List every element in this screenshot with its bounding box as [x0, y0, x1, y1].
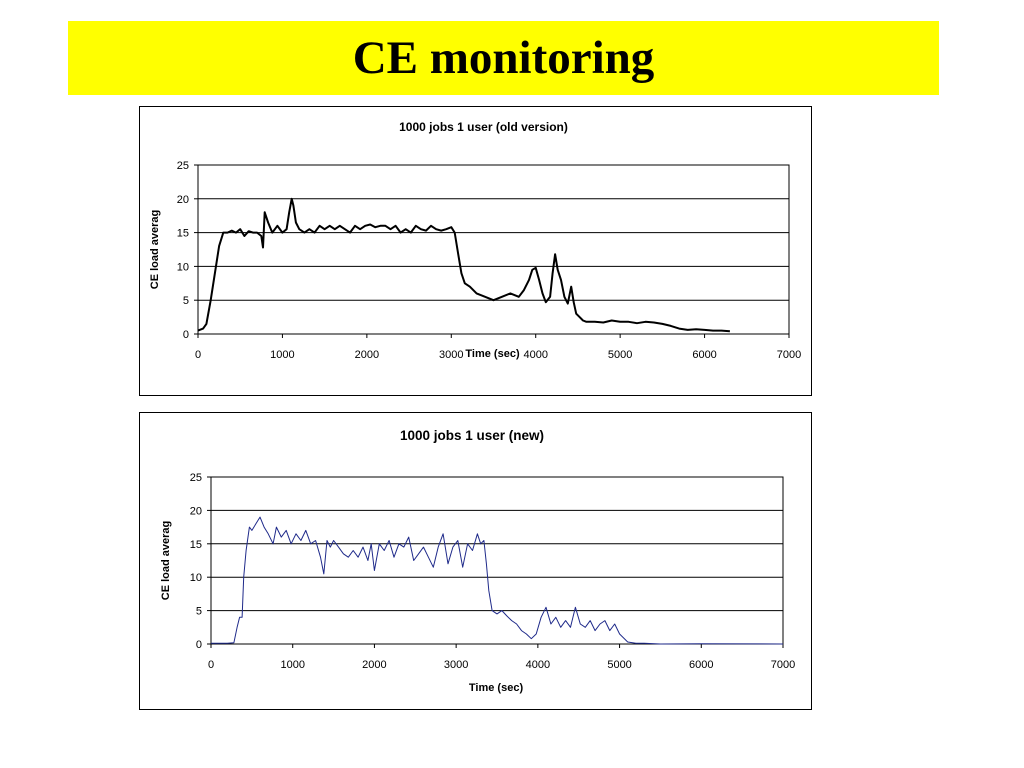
x-tick-label: 3000	[444, 659, 468, 671]
y-tick-label: 20	[177, 194, 189, 206]
x-tick-label: 4000	[526, 659, 550, 671]
slide-title-banner: CE monitoring	[68, 21, 939, 95]
x-tick-label: 6000	[689, 659, 713, 671]
x-tick-label: 5000	[608, 349, 632, 361]
x-tick-label: 3000	[439, 349, 463, 361]
y-tick-label: 0	[196, 639, 202, 651]
y-tick-label: 25	[190, 472, 202, 484]
y-tick-label: 5	[183, 295, 189, 307]
x-tick-label: 2000	[362, 659, 386, 671]
slide-title: CE monitoring	[352, 32, 655, 84]
x-axis-label: Time (sec)	[469, 682, 524, 694]
chart-title: 1000 jobs 1 user (new)	[400, 428, 544, 443]
y-tick-label: 20	[190, 505, 202, 517]
x-tick-label: 7000	[777, 349, 801, 361]
chart-panel-new: 0 5 10 15 20 25 0 1000 2000 3000 4000 5000 6000 7000 1…	[139, 412, 812, 710]
y-tick-label: 15	[177, 228, 189, 240]
chart-old-version: 0 5 10 15 20 25 0 1000 2000 3000 4000 5000 6000 7000 1…	[149, 120, 801, 361]
chart-new: 0 5 10 15 20 25 0 1000 2000 3000 4000 5000 6000 7000 1…	[160, 428, 795, 694]
y-tick-label: 10	[190, 572, 202, 584]
y-axis-label: CE load averag	[160, 521, 172, 600]
x-tick-label: 1000	[280, 659, 304, 671]
x-tick-label: 0	[208, 659, 214, 671]
x-tick-label: 2000	[355, 349, 379, 361]
plot-area	[197, 164, 790, 335]
y-tick-label: 10	[177, 261, 189, 273]
y-tick-label: 0	[183, 329, 189, 341]
x-tick-label: 0	[195, 349, 201, 361]
plot-area	[210, 476, 784, 645]
series-line	[197, 197, 730, 333]
x-tick-label: 6000	[692, 349, 716, 361]
x-tick-label: 1000	[270, 349, 294, 361]
y-tick-label: 15	[190, 539, 202, 551]
y-tick-label: 25	[177, 160, 189, 172]
x-tick-label: 7000	[771, 659, 795, 671]
chart-title: 1000 jobs 1 user (old version)	[399, 120, 568, 134]
x-tick-label: 4000	[523, 349, 547, 361]
y-tick-label: 5	[196, 606, 202, 618]
y-axis-label: CE load averag	[149, 210, 161, 289]
series-line	[211, 516, 784, 645]
chart-panel-old-version: 0 5 10 15 20 25 0 1000 2000 3000 4000 5000 6000 7000 1…	[139, 106, 812, 396]
x-axis-label: Time (sec)	[465, 348, 520, 360]
x-tick-label: 5000	[607, 659, 631, 671]
